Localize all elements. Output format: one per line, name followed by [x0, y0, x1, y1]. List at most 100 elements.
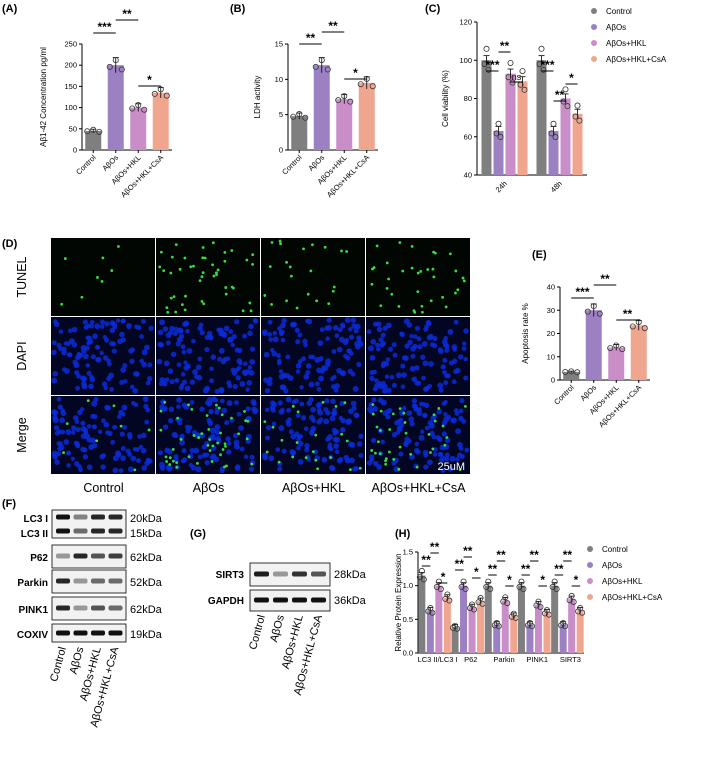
- tunel-dot: [214, 403, 218, 407]
- significance-label: *: [353, 66, 358, 80]
- nucleus-dot: [158, 461, 165, 468]
- nucleus-dot: [463, 328, 469, 334]
- blot-band: [73, 605, 88, 611]
- tunel-dot: [278, 239, 282, 243]
- nucleus-dot: [458, 415, 464, 422]
- tunel-dot: [441, 424, 445, 428]
- data-point: [112, 57, 119, 64]
- nucleus-dot: [157, 450, 163, 456]
- nucleus-dot: [398, 451, 404, 457]
- blot-band: [91, 605, 105, 611]
- kda-label: 15kDa: [130, 528, 163, 540]
- nucleus-dot: [316, 419, 322, 425]
- tunel-dot: [384, 457, 388, 461]
- tunel-dot: [223, 250, 227, 254]
- data-point: [163, 92, 170, 99]
- nucleus-dot: [323, 418, 330, 425]
- blot-strip: [51, 623, 127, 643]
- nucleus-dot: [442, 342, 449, 348]
- nucleus-dot: [410, 353, 416, 359]
- nucleus-dot: [53, 319, 58, 325]
- nucleus-dot: [334, 333, 340, 339]
- significance-label: **: [554, 562, 564, 576]
- blot-band: [56, 553, 70, 559]
- nucleus-dot: [338, 415, 344, 421]
- blot-strip: [249, 589, 331, 612]
- tunel-dot: [314, 433, 318, 437]
- nucleus-dot: [219, 398, 225, 404]
- y-tick-label: 0: [551, 376, 555, 385]
- bar: [107, 65, 124, 150]
- data-point: [509, 79, 516, 86]
- kda-label: 62kDa: [130, 552, 163, 564]
- nucleus-dot: [368, 345, 375, 352]
- nucleus-dot: [295, 363, 302, 369]
- nucleus-dot: [199, 330, 205, 336]
- nucleus-dot: [272, 330, 277, 336]
- data-point: [590, 303, 597, 310]
- tunel-dot: [343, 401, 347, 405]
- nucleus-dot: [213, 398, 219, 403]
- bar: [568, 599, 576, 653]
- panel-label-a: (A): [2, 3, 18, 15]
- data-point: [312, 63, 319, 70]
- nucleus-dot: [371, 397, 377, 403]
- nucleus-dot: [443, 380, 449, 386]
- nucleus-dot: [342, 339, 349, 346]
- tunel-dot: [314, 458, 318, 462]
- nucleus-dot: [104, 404, 110, 411]
- nucleus-dot: [316, 401, 323, 408]
- condition-label: AβOs: [193, 481, 225, 495]
- nucleus-dot: [395, 372, 402, 379]
- nucleus-dot: [129, 384, 135, 390]
- tunel-dot: [201, 246, 205, 249]
- tunel-dot: [210, 460, 214, 463]
- tunel-dot: [165, 460, 169, 463]
- legend-marker: [587, 546, 593, 552]
- nucleus-dot: [348, 334, 355, 340]
- nucleus-dot: [174, 326, 179, 332]
- nucleus-dot: [344, 317, 351, 324]
- nucleus-dot: [107, 361, 112, 367]
- nucleus-dot: [438, 457, 445, 463]
- y-tick-label: 40: [547, 283, 555, 292]
- data-point: [574, 102, 581, 109]
- nucleus-dot: [423, 464, 429, 470]
- nucleus-dot: [164, 377, 170, 382]
- tunel-dot: [421, 310, 424, 314]
- y-tick-label: 15: [275, 40, 283, 49]
- nucleus-dot: [169, 325, 176, 332]
- nucleus-dot: [188, 462, 194, 468]
- data-point: [510, 610, 517, 617]
- nucleus-dot: [192, 369, 198, 375]
- nucleus-dot: [109, 387, 115, 392]
- data-point: [84, 128, 91, 135]
- blot-band: [56, 630, 70, 636]
- nucleus-dot: [348, 327, 353, 332]
- nucleus-dot: [407, 438, 412, 444]
- tunel-dot: [224, 444, 227, 448]
- data-point: [290, 113, 297, 120]
- nucleus-dot: [463, 356, 468, 362]
- nucleus-dot: [103, 421, 110, 428]
- tunel-dot: [302, 247, 305, 251]
- tunel-dot: [377, 440, 380, 444]
- nucleus-dot: [422, 360, 429, 367]
- nucleus-dot: [391, 431, 398, 438]
- nucleus-dot: [271, 421, 277, 427]
- tunel-dot: [60, 302, 64, 306]
- data-point: [471, 606, 478, 613]
- nucleus-dot: [427, 459, 433, 466]
- legend-entry: Control: [602, 545, 628, 554]
- nucleus-dot: [323, 366, 329, 372]
- nucleus-dot: [59, 417, 66, 424]
- data-point: [536, 61, 543, 68]
- nucleus-dot: [51, 450, 58, 457]
- panel-label-d: (D): [2, 238, 18, 250]
- nucleus-dot: [209, 454, 215, 460]
- tunel-dot: [110, 269, 114, 272]
- nucleus-dot: [106, 376, 112, 382]
- tunel-dot: [117, 245, 120, 248]
- tunel-dot: [220, 413, 224, 417]
- legend-entry: Control: [606, 7, 632, 16]
